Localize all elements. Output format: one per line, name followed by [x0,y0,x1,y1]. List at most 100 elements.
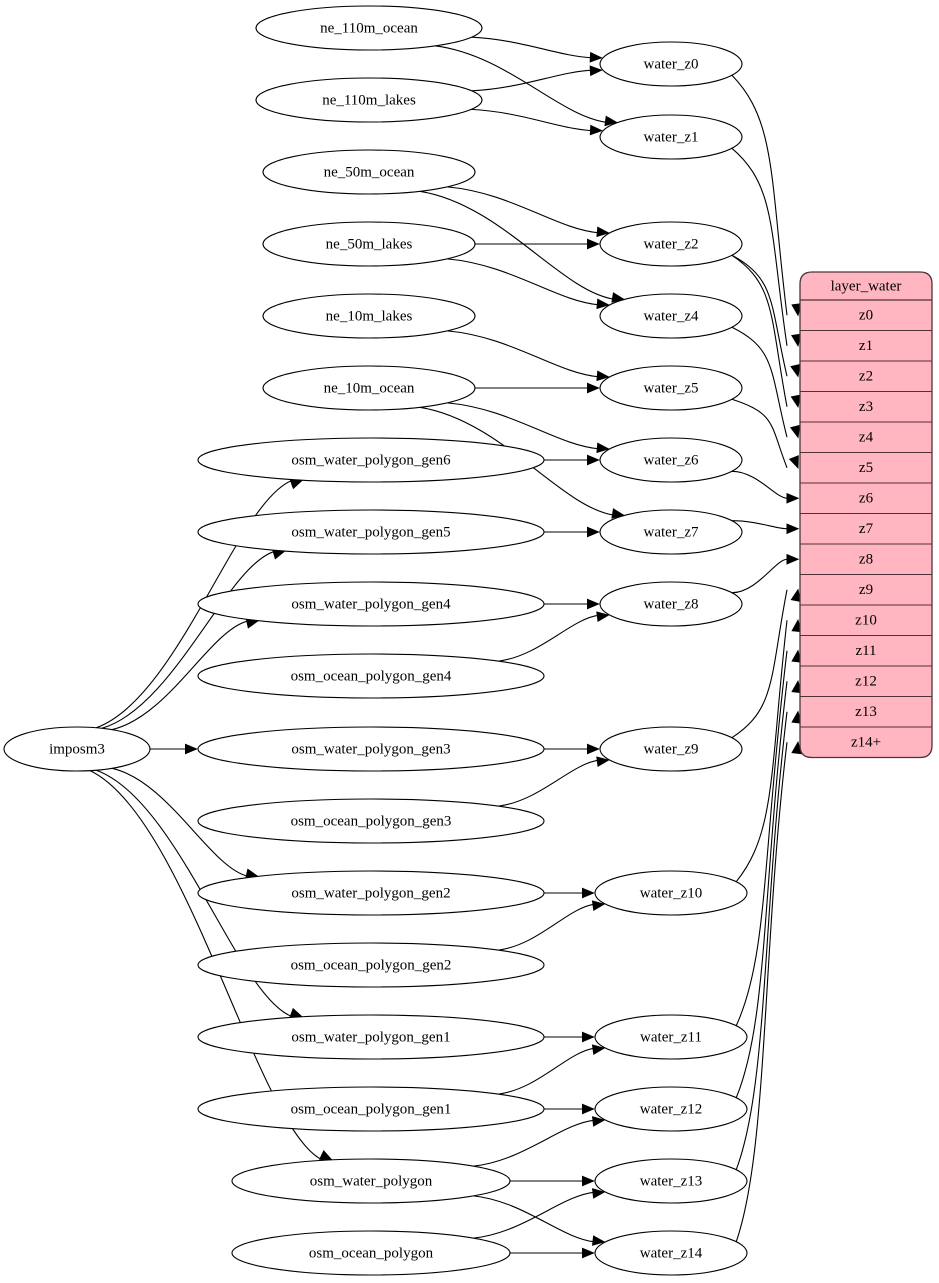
node-imposm3[interactable]: imposm3 [3,726,151,772]
table-row-z14+[interactable]: z14+ [851,735,881,751]
node-osm_ocean_polygon_gen2[interactable]: osm_ocean_polygon_gen2 [197,942,545,988]
node-label-osm_ocean_polygon_gen3: osm_ocean_polygon_gen3 [291,813,452,829]
edge-arrowhead [790,588,802,603]
edge-arrowhead [587,454,600,466]
table-row-z10[interactable]: z10 [855,613,877,629]
node-water_z6[interactable]: water_z6 [599,437,743,483]
node-label-water_z4: water_z4 [644,308,699,324]
node-water_z14[interactable]: water_z14 [594,1230,748,1276]
node-shape-imposm3 [3,726,151,772]
node-osm_water_polygon_gen2[interactable]: osm_water_polygon_gen2 [197,870,545,916]
edge-ne_110m_lakes-to-water_z1 [471,108,593,132]
node-water_z5[interactable]: water_z5 [599,365,743,411]
node-water_z11[interactable]: water_z11 [594,1014,748,1060]
node-label-osm_water_polygon_gen2: osm_water_polygon_gen2 [291,885,450,901]
node-water_z0[interactable]: water_z0 [599,41,743,87]
table-row-z2[interactable]: z2 [859,369,873,385]
edge-arrowhead [589,124,603,136]
node-water_z10[interactable]: water_z10 [594,870,748,916]
edge-arrowhead [185,743,198,755]
edge-osm_ocean_polygon_gen1-to-water_z11 [498,1047,595,1095]
table-row-z3[interactable]: z3 [859,399,873,415]
node-shape-osm_ocean_polygon_gen2 [197,942,545,988]
node-ne_110m_ocean[interactable]: ne_110m_ocean [255,5,483,51]
edge-arrowhead [582,1175,595,1187]
edge-arrowhead [589,65,603,77]
layer-water-table: layer_water z0 z1 z2 z3 z4 z5 z6 z7 z8 z9 z10 z11 z12… [799,271,933,759]
node-osm_ocean_polygon_gen3[interactable]: osm_ocean_polygon_gen3 [197,798,545,844]
table-row-z5[interactable]: z5 [859,460,873,476]
edge-water_z2-to-layer_water.z3 [731,254,788,407]
table-row-z4[interactable]: z4 [859,430,874,446]
node-osm_ocean_polygon_gen1[interactable]: osm_ocean_polygon_gen1 [197,1086,545,1132]
edge-osm_water_polygon-to-water_z14 [473,1195,595,1243]
edge-arrowhead [596,226,610,238]
node-osm_ocean_polygon[interactable]: osm_ocean_polygon [231,1230,511,1276]
node-shape-water_z1 [599,114,743,160]
node-shape-water_z8 [599,581,743,627]
node-water_z7[interactable]: water_z7 [599,509,743,555]
edge-arrowhead [786,492,800,504]
edge-water_z4-to-layer_water.z4 [731,326,788,438]
edge-water_z10-to-layer_water.z10 [735,620,788,883]
node-ne_10m_lakes[interactable]: ne_10m_lakes [262,293,476,339]
node-label-water_z5: water_z5 [644,380,699,396]
node-ne_50m_lakes[interactable]: ne_50m_lakes [262,221,476,267]
table-row-z9[interactable]: z9 [859,582,873,598]
node-water_z8[interactable]: water_z8 [599,581,743,627]
node-ne_10m_ocean[interactable]: ne_10m_ocean [262,365,476,411]
table-row-z7[interactable]: z7 [859,521,874,537]
edge-arrowhead [604,115,618,127]
node-osm_water_polygon_gen6[interactable]: osm_water_polygon_gen6 [197,437,545,483]
node-water_z13[interactable]: water_z13 [594,1158,748,1204]
edge-osm_water_polygon-to-water_z12 [473,1119,595,1167]
node-label-water_z12: water_z12 [640,1101,702,1117]
node-label-ne_10m_lakes: ne_10m_lakes [326,308,413,324]
edge-arrowhead [587,743,600,755]
node-water_z4[interactable]: water_z4 [599,293,743,339]
node-water_z9[interactable]: water_z9 [599,726,743,772]
node-shape-water_z0 [599,41,743,87]
node-shape-osm_water_polygon [231,1158,511,1204]
node-water_z12[interactable]: water_z12 [594,1086,748,1132]
node-shape-water_z11 [594,1014,748,1060]
node-label-water_z1: water_z1 [644,129,699,145]
table-row-z12[interactable]: z12 [855,674,877,690]
node-shape-water_z4 [599,293,743,339]
node-label-water_z7: water_z7 [644,524,699,540]
edge-water_z7-to-layer_water.z7 [731,520,788,530]
node-water_z1[interactable]: water_z1 [599,114,743,160]
node-shape-water_z10 [594,870,748,916]
table-row-z11[interactable]: z11 [855,643,876,659]
node-osm_water_polygon_gen3[interactable]: osm_water_polygon_gen3 [197,726,545,772]
node-label-osm_water_polygon_gen3: osm_water_polygon_gen3 [291,741,450,757]
table-row-z13[interactable]: z13 [855,704,877,720]
node-label-osm_ocean_polygon_gen4: osm_ocean_polygon_gen4 [291,668,452,684]
edge-ne_50m_ocean-to-water_z2 [447,186,599,234]
edge-water_z8-to-layer_water.z8 [731,558,788,594]
edge-water_z13-to-layer_water.z13 [735,711,788,1170]
node-label-ne_50m_ocean: ne_50m_ocean [324,164,415,180]
table-row-z6[interactable]: z6 [859,491,874,507]
edge-arrowhead [786,523,800,535]
node-osm_ocean_polygon_gen4[interactable]: osm_ocean_polygon_gen4 [197,653,545,699]
node-osm_water_polygon_gen5[interactable]: osm_water_polygon_gen5 [197,509,545,555]
node-shape-water_z7 [599,509,743,555]
edge-water_z14-to-layer_water.z14+ [735,742,788,1242]
node-shape-ne_50m_lakes [262,221,476,267]
edge-water_z9-to-layer_water.z9 [731,589,788,739]
edge-layer [89,36,803,1259]
node-osm_water_polygon_gen1[interactable]: osm_water_polygon_gen1 [197,1014,545,1060]
edge-ne_10m_lakes-to-water_z5 [447,330,599,378]
table-row-z8[interactable]: z8 [859,552,873,568]
table-row-z1[interactable]: z1 [859,338,873,354]
edge-water_z11-to-layer_water.z11 [735,650,788,1026]
node-osm_water_polygon[interactable]: osm_water_polygon [231,1158,511,1204]
node-water_z2[interactable]: water_z2 [599,221,743,267]
node-ne_50m_ocean[interactable]: ne_50m_ocean [262,149,476,195]
node-shape-water_z9 [599,726,743,772]
table-row-z0[interactable]: z0 [859,308,873,324]
node-osm_water_polygon_gen4[interactable]: osm_water_polygon_gen4 [197,581,545,627]
node-ne_110m_lakes[interactable]: ne_110m_lakes [255,77,483,123]
node-shape-water_z2 [599,221,743,267]
